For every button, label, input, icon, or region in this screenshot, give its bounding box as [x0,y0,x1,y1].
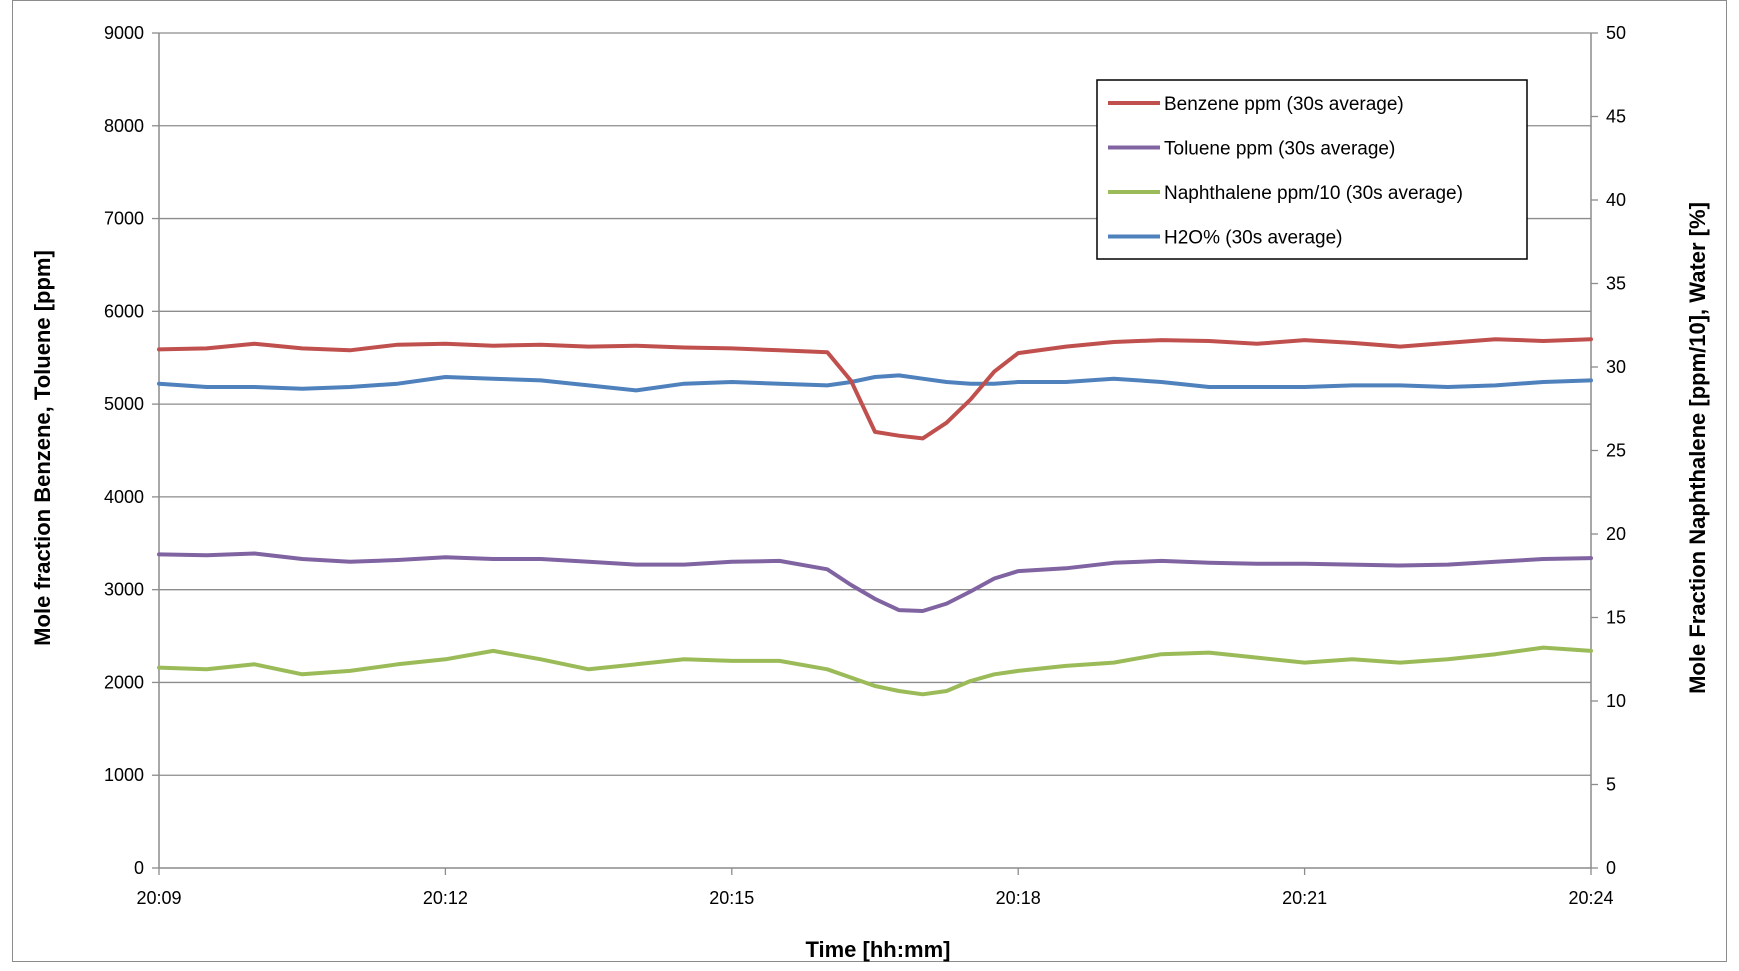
y2-tick-label: 5 [1606,775,1616,795]
y2-tick-label: 30 [1606,357,1626,377]
legend-label: Naphthalene ppm/10 (30s average) [1164,183,1463,204]
y-tick-label: 1000 [104,765,144,785]
x-tick-label: 20:15 [709,888,754,908]
legend: Benzene ppm (30s average) Toluene ppm (30… [1096,79,1528,260]
y2-axis-title: Mole Fraction Naphthalene [ppm/10], Wate… [1685,202,1710,694]
series-line-0 [157,337,1593,441]
y2-tick-label: 10 [1606,691,1626,711]
y2-tick-label: 25 [1606,441,1626,461]
x-tick-label: 20:09 [136,888,181,908]
y-tick-label: 4000 [104,487,144,507]
legend-label: Benzene ppm (30s average) [1164,94,1404,115]
y2-tick-label: 0 [1606,858,1616,878]
x-axis-title: Time [hh:mm] [805,937,950,962]
y-tick-label: 7000 [104,209,144,229]
legend-box [1096,79,1528,260]
y2-tick-label: 50 [1606,23,1626,43]
x-tick-label: 20:21 [1282,888,1327,908]
y-tick-label: 5000 [104,394,144,414]
y2-tick-label: 15 [1606,608,1626,628]
legend-label: Toluene ppm (30s average) [1164,139,1395,160]
y-tick-label: 9000 [104,23,144,43]
y-tick-label: 2000 [104,672,144,692]
x-tick-label: 20:12 [423,888,468,908]
y-tick-label: 6000 [104,301,144,321]
y2-tick-label: 45 [1606,107,1626,127]
y2-tick-label: 40 [1606,190,1626,210]
y-axis-title: Mole fraction Benzene, Toluene [ppm] [30,250,55,646]
x-tick-label: 20:18 [996,888,1041,908]
legend-label: H2O% (30s average) [1164,228,1342,249]
y-tick-label: 3000 [104,580,144,600]
series-line-3 [157,373,1593,393]
y-tick-label: 0 [134,858,144,878]
axes: 0 1000 2000 3000 4000 5000 6000 7000 8000 9000 0 5 1… [104,23,1626,908]
y-tick-label: 8000 [104,116,144,136]
series-line-1 [157,551,1593,613]
x-tick-label: 20:24 [1568,888,1613,908]
series-line-2 [157,645,1593,697]
y2-tick-label: 35 [1606,274,1626,294]
series-lines [157,337,1593,697]
y2-tick-label: 20 [1606,524,1626,544]
